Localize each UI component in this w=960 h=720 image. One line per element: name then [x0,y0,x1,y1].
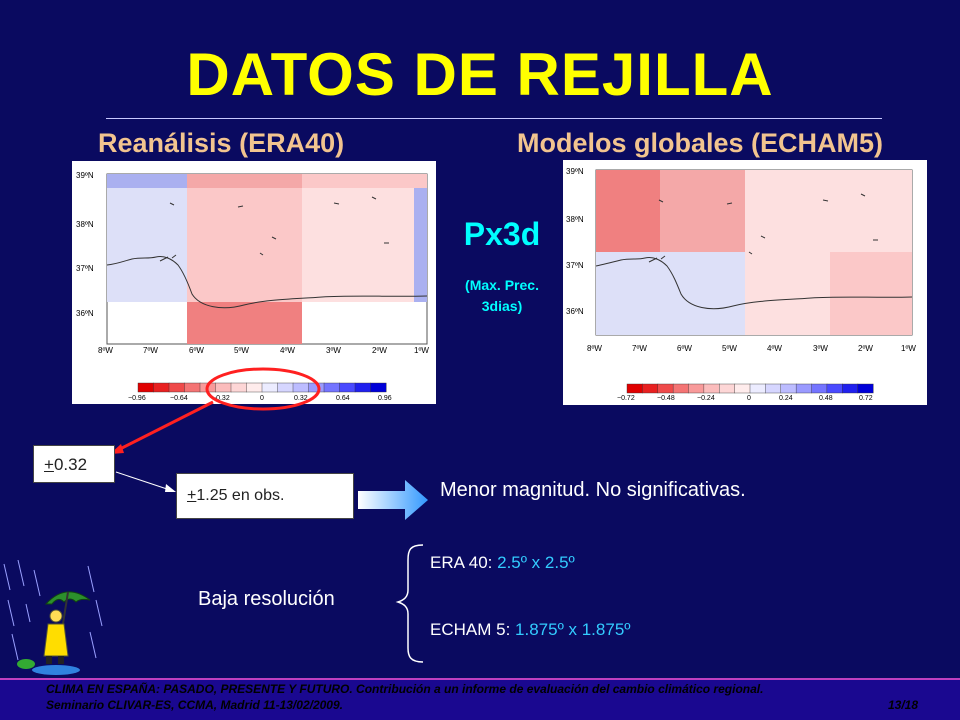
colorbar-swatch [857,383,874,394]
era40-resolution-label: ERA 40: [430,553,498,572]
svg-text:37ºN: 37ºN [76,264,94,273]
svg-text:5ºW: 5ºW [234,346,249,355]
era40-scale-labels: −0.96 −0.64 −0.32 0 0.32 0.64 0.96 [128,395,392,402]
footer-band [0,678,960,720]
svg-text:3ºW: 3ºW [813,344,828,353]
svg-text:2ºW: 2ºW [858,344,873,353]
svg-text:38ºN: 38ºN [76,220,94,229]
svg-text:4ºW: 4ºW [280,346,295,355]
svg-text:7ºW: 7ºW [143,346,158,355]
left-subtitle: Reanálisis (ERA40) [98,128,345,158]
svg-text:1ºW: 1ºW [414,346,429,355]
px3d-note: (Max. Prec. 3dias) [440,275,564,317]
echam5-lat-labels: 39ºN 38ºN 37ºN 36ºN [566,167,584,316]
block-arrow [358,480,428,520]
svg-text:6ºW: 6ºW [677,344,692,353]
era40-value: 0.32 [53,455,88,474]
obs-value: 1.25 en obs. [196,487,285,504]
conclusion-text: Menor magnitud. No significativas. [440,479,746,501]
svg-text:0.72: 0.72 [859,395,873,402]
svg-text:0: 0 [747,395,751,402]
echam5-map-panel: 39ºN 38ºN 37ºN 36ºN 8ºW 7ºW 6ºW 5ºW 4ºW … [563,160,927,405]
slide-title: DATOS DE REJILLA [186,41,774,108]
svg-text:0.24: 0.24 [779,395,793,402]
echam5-lon-labels: 8ºW 7ºW 6ºW 5ºW 4ºW 3ºW 2ºW 1ºW [587,344,916,353]
era40-lat-labels: 39ºN 38ºN 37ºN 36ºN [76,171,94,318]
plus-minus-sign: + [187,487,197,504]
echam5-resolution-label: ECHAM 5: [430,620,516,639]
value-box-obs: +1.25 en obs. [176,473,354,519]
low-resolution-label: Baja resolución [198,588,335,610]
svg-text:38ºN: 38ºN [566,215,584,224]
svg-text:0.32: 0.32 [294,395,308,402]
footer-line-2: Seminario CLIVAR-ES, CCMA, Madrid 11-13/… [46,698,343,712]
svg-text:5ºW: 5ºW [722,344,737,353]
echam5-scale-labels: −0.72 −0.48 −0.24 0 0.24 0.48 0.72 [617,395,873,402]
title-rule [106,118,882,119]
era40-resolution-value: 2.5º x 2.5º [497,553,575,572]
svg-text:0.64: 0.64 [336,395,350,402]
svg-text:36ºN: 36ºN [566,307,584,316]
svg-text:37ºN: 37ºN [566,261,584,270]
svg-text:0.96: 0.96 [378,395,392,402]
px3d-note-line1: (Max. Prec. [465,277,539,293]
connector-arrowhead [165,484,176,492]
era40-resolution: ERA 40: 2.5º x 2.5º [430,553,575,573]
svg-text:39ºN: 39ºN [76,171,94,180]
plus-minus-sign: + [44,455,54,474]
footer-line-1: CLIMA EN ESPAÑA: PASADO, PRESENTE Y FUTU… [46,682,764,696]
svg-text:−0.72: −0.72 [617,395,635,402]
svg-text:1ºW: 1ºW [901,344,916,353]
echam5-resolution: ECHAM 5: 1.875º x 1.875º [430,620,630,640]
px3d-label: Px3d [463,216,541,252]
echam5-resolution-value: 1.875º x 1.875º [515,620,631,639]
footer-divider [0,678,960,680]
svg-text:0.48: 0.48 [819,395,833,402]
colorbar-swatch [370,382,387,393]
right-subtitle: Modelos globales (ECHAM5) [517,128,884,158]
svg-text:36ºN: 36ºN [76,309,94,318]
svg-text:0: 0 [260,395,264,402]
page-number: 13/18 [888,698,919,712]
svg-text:3ºW: 3ºW [326,346,341,355]
svg-text:−0.32: −0.32 [212,395,230,402]
svg-text:−0.48: −0.48 [657,395,675,402]
rain-umbrella-clipart [3,560,103,675]
red-pointer-line [117,400,214,452]
svg-text:8ºW: 8ºW [98,346,113,355]
echam5-colorbar [626,383,874,394]
echam5-map: 39ºN 38ºN 37ºN 36ºN 8ºW 7ºW 6ºW 5ºW 4ºW … [566,167,916,402]
svg-text:6ºW: 6ºW [189,346,204,355]
svg-text:−0.64: −0.64 [170,395,188,402]
era40-map-panel: 39ºN 38ºN 37ºN 36ºN 8ºW 7ºW 6ºW 5ºW 4ºW … [72,161,436,404]
svg-text:4ºW: 4ºW [767,344,782,353]
svg-text:−0.96: −0.96 [128,395,146,402]
svg-text:2ºW: 2ºW [372,346,387,355]
era40-colorbar [137,382,387,393]
px3d-note-line2: 3dias) [481,298,523,314]
brace [395,544,424,663]
svg-text:8ºW: 8ºW [587,344,602,353]
svg-text:−0.24: −0.24 [697,395,715,402]
svg-text:7ºW: 7ºW [632,344,647,353]
svg-text:39ºN: 39ºN [566,167,584,176]
era40-lon-labels: 8ºW 7ºW 6ºW 5ºW 4ºW 3ºW 2ºW 1ºW [98,346,429,355]
highlight-ellipse [205,367,321,411]
connector-line [115,471,171,491]
value-box-era40: +0.32 [33,445,115,483]
era40-map: 39ºN 38ºN 37ºN 36ºN 8ºW 7ºW 6ºW 5ºW 4ºW … [76,171,429,402]
